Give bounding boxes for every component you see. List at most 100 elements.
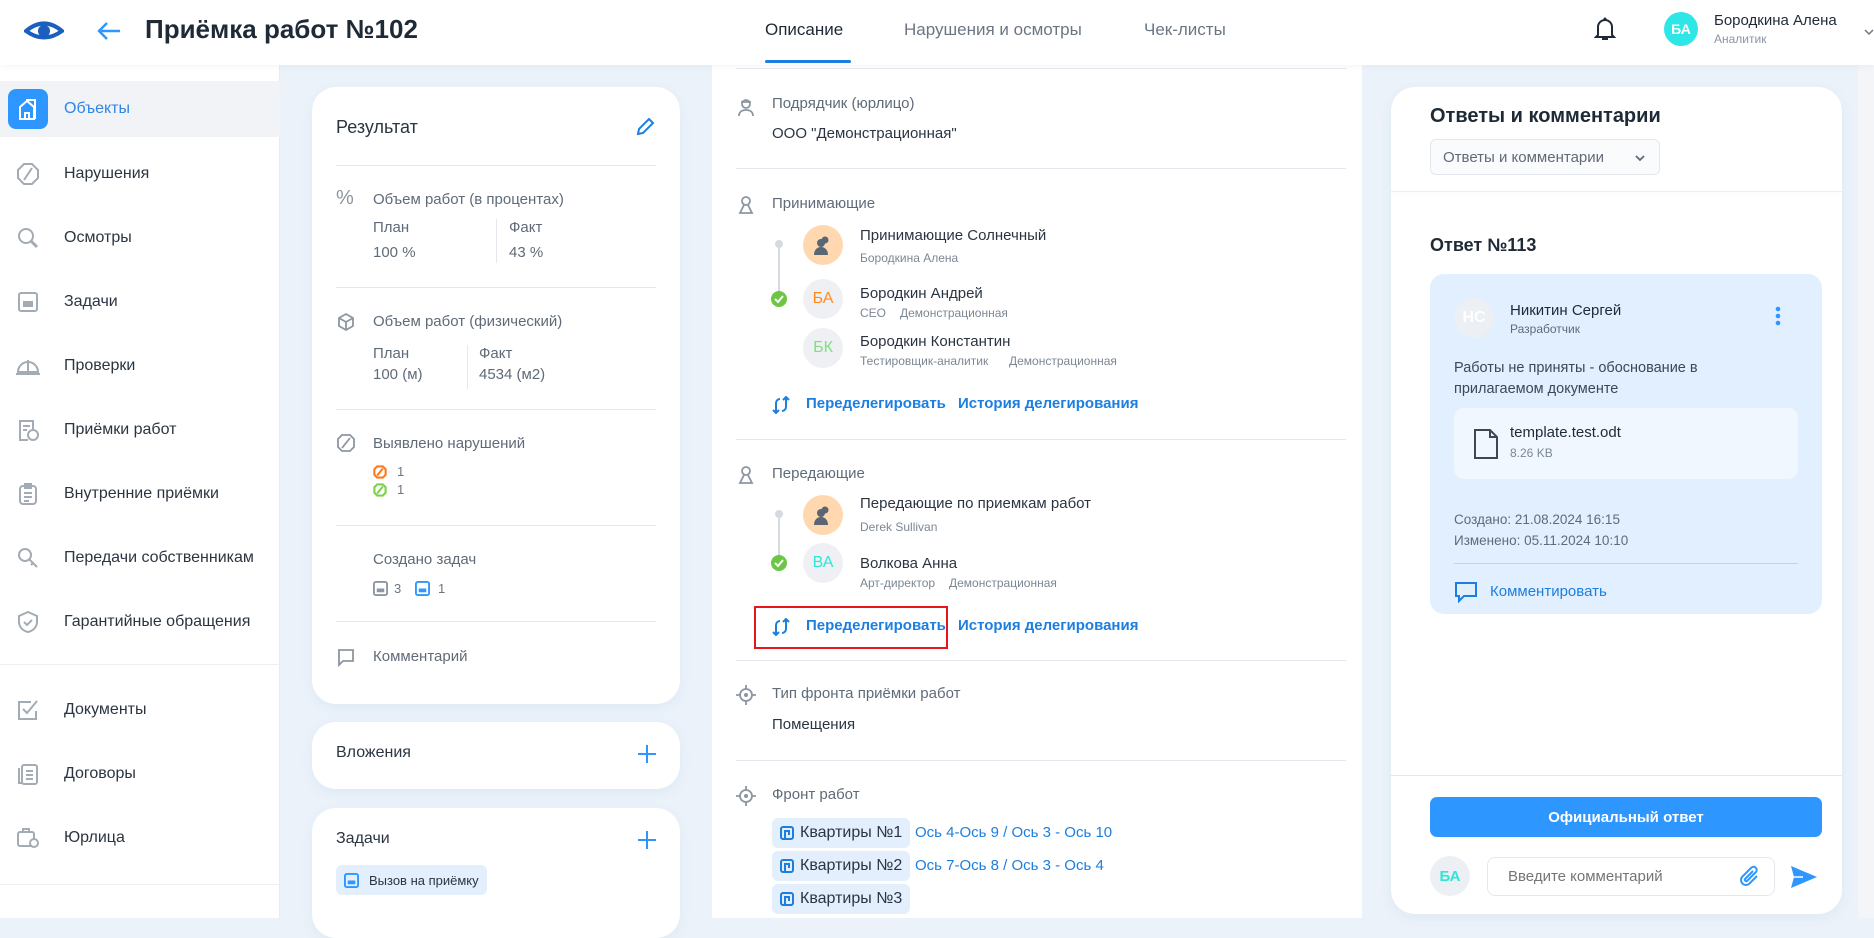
tasks-blue-count: 1 <box>438 581 446 596</box>
sidebar-item-warranty[interactable]: Гарантийные обращения <box>0 594 280 650</box>
sidebar-item-owner-transfers[interactable]: Передачи собственникам <box>0 530 280 586</box>
divider <box>1391 775 1842 776</box>
add-attachment-plus-icon[interactable] <box>637 744 657 764</box>
tab-checklists[interactable]: Чек-листы <box>1144 20 1226 39</box>
plan-label: План <box>373 219 410 236</box>
eye-logo-icon[interactable] <box>24 20 64 42</box>
divider <box>336 409 656 410</box>
task-blue-icon <box>344 872 359 888</box>
sidebar-item-checks[interactable]: Проверки <box>0 338 280 394</box>
top-header: Приёмка работ №102 Описание Нарушения и … <box>0 0 1874 65</box>
person-org: Демонстрационная <box>900 306 1008 320</box>
sidebar-item-label: Юрлица <box>64 829 125 846</box>
person-icon <box>738 466 754 484</box>
fact-value: 43 % <box>509 244 544 261</box>
author-name: Никитин Сергей <box>1510 302 1622 319</box>
sidebar-item-documents[interactable]: Документы <box>0 682 280 738</box>
sidebar-item-objects[interactable]: Объекты <box>0 81 280 137</box>
task-chip[interactable]: Вызов на приёмку <box>336 865 487 895</box>
official-answer-button[interactable]: Официальный ответ <box>1430 797 1822 837</box>
senders-redelegate-link[interactable]: Переделегировать <box>806 617 946 634</box>
group-icon <box>814 506 829 525</box>
chevron-down-icon[interactable] <box>1864 28 1874 36</box>
sidebar-item-tasks[interactable]: Задачи <box>0 274 280 330</box>
send-icon[interactable] <box>1790 865 1818 889</box>
sidebar-item-violations[interactable]: Нарушения <box>0 146 280 202</box>
more-vertical-icon[interactable] <box>1775 306 1781 326</box>
comment-bubble-icon[interactable] <box>1454 581 1478 603</box>
person-name: Бородкин Андрей <box>860 285 983 302</box>
front-type-value: Помещения <box>772 716 856 733</box>
clipboard-icon <box>8 474 48 514</box>
tab-violations-inspections[interactable]: Нарушения и осмотры <box>904 20 1082 39</box>
comments-filter-select[interactable]: Ответы и комментарии <box>1430 139 1660 175</box>
divider <box>336 525 656 526</box>
receivers-history-link[interactable]: История делегирования <box>958 395 1139 412</box>
sidebar-item-acceptances[interactable]: Приёмки работ <box>0 402 280 458</box>
company-icon <box>8 818 48 858</box>
page-title: Приёмка работ №102 <box>145 14 418 44</box>
timeline-line <box>778 513 780 567</box>
front-axes-link[interactable]: Ось 7-Ось 8 / Ось 3 - Ось 4 <box>915 857 1104 874</box>
divider <box>496 219 497 263</box>
bell-icon[interactable] <box>1594 16 1616 42</box>
contractor-icon <box>738 99 754 117</box>
front-chip[interactable]: Квартиры №3 <box>772 884 911 914</box>
answer-title: Ответ №113 <box>1430 235 1537 255</box>
back-arrow-icon[interactable] <box>96 20 122 42</box>
front-label: Фронт работ <box>772 786 860 803</box>
person-org: Демонстрационная <box>949 576 1057 590</box>
sidebar-item-internal-acceptances[interactable]: Внутренние приёмки <box>0 466 280 522</box>
front-chip[interactable]: Квартиры №2 <box>772 851 911 881</box>
building-icon <box>8 89 48 129</box>
add-task-plus-icon[interactable] <box>637 830 657 850</box>
pencil-icon[interactable] <box>635 117 655 137</box>
contractor-label: Подрядчик (юрлицо) <box>772 95 915 112</box>
violation-icon <box>8 154 48 194</box>
sidebar-item-label: Проверки <box>64 357 136 374</box>
tab-description[interactable]: Описание <box>765 20 844 39</box>
answer-card: НС Никитин Сергей Разработчик Работы не … <box>1430 274 1822 614</box>
timeline-dot <box>775 510 783 518</box>
scrollbar[interactable] <box>1858 65 1874 918</box>
closed-violations-count: 1 <box>397 482 405 497</box>
result-card: Результат % Объем работ (в процентах) Пл… <box>312 87 680 704</box>
person-role: Тестировщик-аналитик <box>860 354 989 368</box>
front-chip-label: Квартиры №2 <box>800 857 903 874</box>
file-size: 8.26 KB <box>1510 446 1553 460</box>
contractor-value: ООО "Демонстрационная" <box>772 125 957 142</box>
receivers-group-name: Принимающие Солнечный <box>860 227 1047 244</box>
fact-label: Факт <box>479 345 513 362</box>
front-chip[interactable]: Квартиры №1 <box>772 818 911 848</box>
result-title: Результат <box>336 117 418 137</box>
file-attachment[interactable]: template.test.odt 8.26 KB <box>1454 408 1798 479</box>
senders-group-member: Derek Sullivan <box>860 520 938 534</box>
sidebar-item-label: Внутренние приёмки <box>64 485 219 502</box>
sidebar-divider <box>0 664 280 665</box>
person-icon <box>738 196 754 214</box>
receivers-redelegate-link[interactable]: Переделегировать <box>806 395 946 412</box>
user-name[interactable]: Бородкина Алена <box>1714 12 1837 29</box>
comment-link[interactable]: Комментировать <box>1490 583 1607 600</box>
front-axes-link[interactable]: Ось 4-Ось 9 / Ось 3 - Ось 10 <box>915 824 1113 841</box>
file-name: template.test.odt <box>1510 424 1621 441</box>
senders-history-link[interactable]: История делегирования <box>958 617 1139 634</box>
sidebar-item-legal-entities[interactable]: Юрлица <box>0 810 280 866</box>
comment-input[interactable] <box>1487 857 1775 896</box>
sidebar-item-label: Задачи <box>64 293 118 310</box>
sidebar-item-label: Осмотры <box>64 229 132 246</box>
sidebar-item-contracts[interactable]: Договоры <box>0 746 280 802</box>
active-tab-indicator <box>765 60 851 63</box>
comments-title: Ответы и комментарии <box>1430 105 1661 127</box>
sidebar-item-label: Договоры <box>64 765 136 782</box>
person-avatar: БК <box>803 328 843 368</box>
tasks-card-title: Задачи <box>336 830 390 847</box>
front-type-label: Тип фронта приёмки работ <box>772 685 961 702</box>
divider <box>736 168 1346 169</box>
user-avatar[interactable]: БА <box>1664 12 1698 46</box>
open-violations-count: 1 <box>397 464 405 479</box>
sidebar-item-inspections[interactable]: Осмотры <box>0 210 280 266</box>
plan-value: 100 (м) <box>373 366 423 383</box>
comment-label[interactable]: Комментарий <box>373 648 468 665</box>
paperclip-icon[interactable] <box>1739 865 1761 889</box>
